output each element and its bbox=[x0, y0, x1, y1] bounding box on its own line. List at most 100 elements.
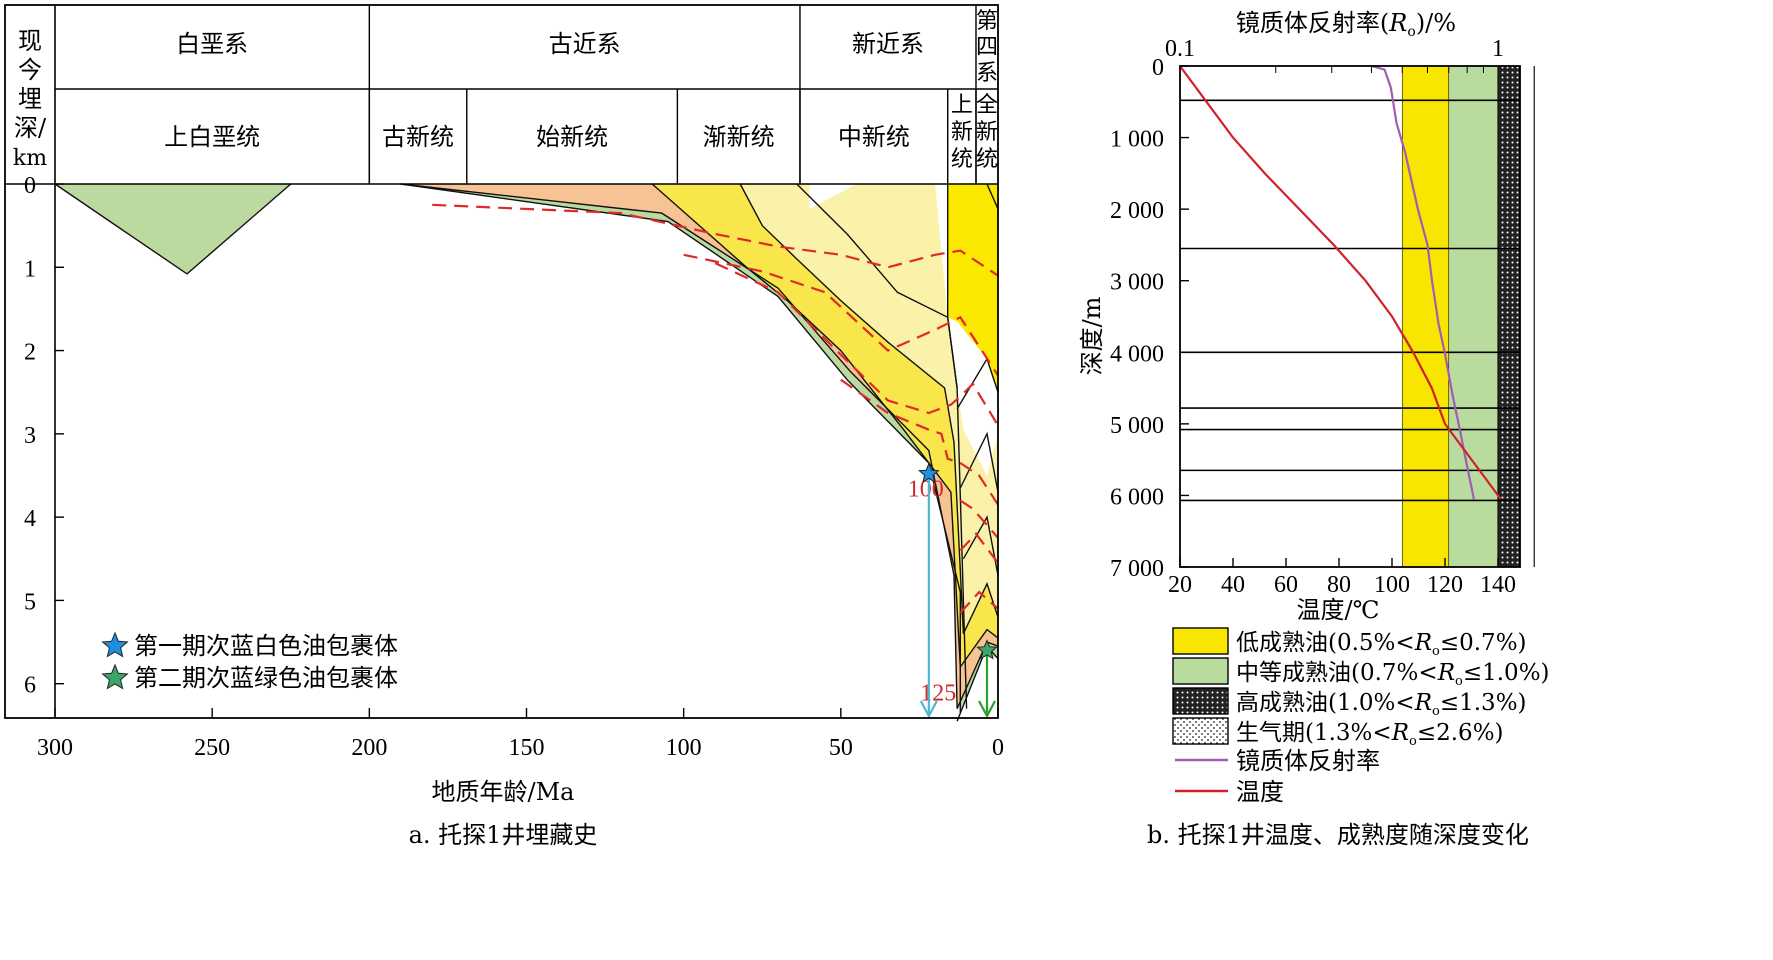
legend-star-icon bbox=[101, 631, 129, 658]
arrow-head bbox=[978, 700, 996, 719]
y-axis-label-char: 深/ bbox=[14, 114, 47, 142]
top-axis-title: 镜质体反射率(Ro)/% bbox=[1236, 9, 1456, 40]
x-tick-label: 120 bbox=[1427, 572, 1463, 598]
legend-swatch bbox=[1172, 657, 1229, 685]
stratum-layer bbox=[740, 184, 998, 634]
legend-label: 第二期次蓝绿色油包裹体 bbox=[134, 664, 398, 692]
series-label: 渐新统 bbox=[703, 123, 775, 151]
maturity-zones bbox=[1401, 66, 1535, 567]
legend-label: 低成熟油(0.5%<Ro≤0.7%) bbox=[1236, 630, 1527, 659]
system-label: 白垩系 bbox=[176, 30, 248, 58]
x-tick-label: 100 bbox=[666, 735, 702, 761]
y-axis-label-char: 现 bbox=[18, 27, 42, 55]
system-label: 新近系 bbox=[852, 30, 924, 58]
stratum-layer bbox=[947, 184, 998, 393]
series-label: 上白垩统 bbox=[164, 123, 260, 151]
y-tick-label: 1 000 bbox=[1110, 127, 1164, 153]
stratum-layer bbox=[652, 184, 998, 667]
series-label: 上 bbox=[951, 93, 973, 118]
isotherm-line bbox=[959, 590, 999, 614]
panel-a-frame bbox=[4, 4, 999, 719]
legend: 低成熟油(0.5%<Ro≤0.7%)中等成熟油(0.7%<Ro≤1.0%)高成熟… bbox=[1172, 627, 1550, 806]
caption-a: a. 托探1井埋藏史 bbox=[409, 821, 598, 849]
isotherm-line bbox=[714, 262, 999, 427]
series-label: 统 bbox=[976, 147, 998, 172]
y-tick-label: 2 000 bbox=[1110, 198, 1164, 224]
series-label: 古新统 bbox=[382, 123, 454, 151]
isotherms bbox=[432, 203, 999, 614]
legend-star-icon bbox=[101, 663, 129, 690]
isotherm-line bbox=[683, 253, 999, 377]
stratum-boundary bbox=[962, 515, 999, 576]
inclusion-star-icon bbox=[918, 462, 940, 483]
isotherm-line bbox=[432, 203, 999, 277]
bottom-axis-label: 温度/℃ bbox=[1297, 596, 1380, 624]
x-tick-label: 300 bbox=[37, 735, 73, 761]
legend-label: 镜质体反射率 bbox=[1236, 747, 1380, 775]
stratum-layer bbox=[55, 184, 998, 722]
depth-boundaries bbox=[1180, 99, 1520, 502]
stratum-boundary bbox=[739, 183, 965, 634]
legend-swatch bbox=[1172, 627, 1229, 655]
inclusion-star-icon bbox=[976, 639, 998, 660]
stratum-boundary bbox=[54, 183, 292, 275]
y-tick-label: 6 000 bbox=[1110, 484, 1164, 510]
legend-swatch bbox=[1172, 717, 1229, 745]
isotherm-line bbox=[959, 532, 999, 564]
y-axis-label-char: km bbox=[13, 146, 47, 171]
stratum-boundaries bbox=[54, 183, 999, 722]
y-tick-label: 5 bbox=[24, 589, 36, 615]
x-tick-label: 40 bbox=[1221, 572, 1245, 598]
system-label: 古近系 bbox=[549, 30, 621, 58]
top-tick-label: 1 bbox=[1492, 36, 1504, 62]
y-tick-label: 6 bbox=[24, 673, 36, 699]
series-label: 新 bbox=[951, 120, 973, 145]
y-tick-label: 3 bbox=[24, 423, 36, 449]
y-tick-label: 0 bbox=[1152, 55, 1164, 81]
stratum-boundary bbox=[947, 184, 958, 389]
stratum-boundary bbox=[651, 183, 961, 668]
legend-swatch bbox=[1172, 687, 1229, 715]
legend-label: 高成熟油(1.0%<Ro≤1.3%) bbox=[1236, 690, 1527, 719]
system-label: 四 bbox=[976, 35, 998, 60]
stratum-boundary bbox=[959, 628, 999, 668]
y-tick-label: 2 bbox=[24, 340, 36, 366]
stratum-boundary bbox=[986, 183, 999, 210]
stratum-boundary bbox=[400, 183, 958, 709]
system-label: 第 bbox=[976, 9, 998, 34]
curves bbox=[1179, 64, 1502, 500]
x-tick-label: 60 bbox=[1274, 572, 1298, 598]
series-label: 全 bbox=[976, 93, 998, 118]
y-axis-label-char: 今 bbox=[18, 56, 42, 84]
legend-label: 温度 bbox=[1236, 778, 1284, 806]
caption-b: b. 托探1井温度、成熟度随深度变化 bbox=[1147, 821, 1529, 849]
temperature-curve bbox=[1179, 65, 1502, 500]
x-tick-label: 20 bbox=[1168, 572, 1192, 598]
maturity-zone bbox=[1402, 66, 1449, 567]
series-label: 统 bbox=[951, 147, 973, 172]
y-tick-label: 3 000 bbox=[1110, 270, 1164, 296]
y-tick-label: 7 000 bbox=[1110, 556, 1164, 582]
x-tick-label: 50 bbox=[829, 735, 853, 761]
isotherm-line bbox=[959, 499, 999, 539]
top-tick-label: 0.1 bbox=[1165, 36, 1195, 62]
x-tick-label: 0 bbox=[992, 735, 1004, 761]
arrow-head bbox=[919, 700, 938, 719]
series-label: 新 bbox=[976, 120, 998, 145]
isotherm-label: 125 bbox=[920, 680, 956, 706]
legend-label: 生气期(1.3%<Ro≤2.6%) bbox=[1236, 720, 1504, 749]
series-label: 始新统 bbox=[536, 123, 608, 151]
y-tick-label: 5 000 bbox=[1110, 413, 1164, 439]
x-tick-label: 140 bbox=[1480, 572, 1516, 598]
legend-label: 中等成熟油(0.7%<Ro≤1.0%) bbox=[1236, 660, 1550, 689]
y-axis-label: 现 今 埋 深/ km bbox=[13, 27, 47, 171]
legend-label: 第一期次蓝白色油包裹体 bbox=[134, 632, 398, 660]
axis-ticks: 300 250 200 150 100 50 0 0 1 2 3 4 5 6 bbox=[24, 173, 1004, 761]
x-tick-label: 100 bbox=[1374, 572, 1410, 598]
system-label: 系 bbox=[976, 61, 998, 86]
